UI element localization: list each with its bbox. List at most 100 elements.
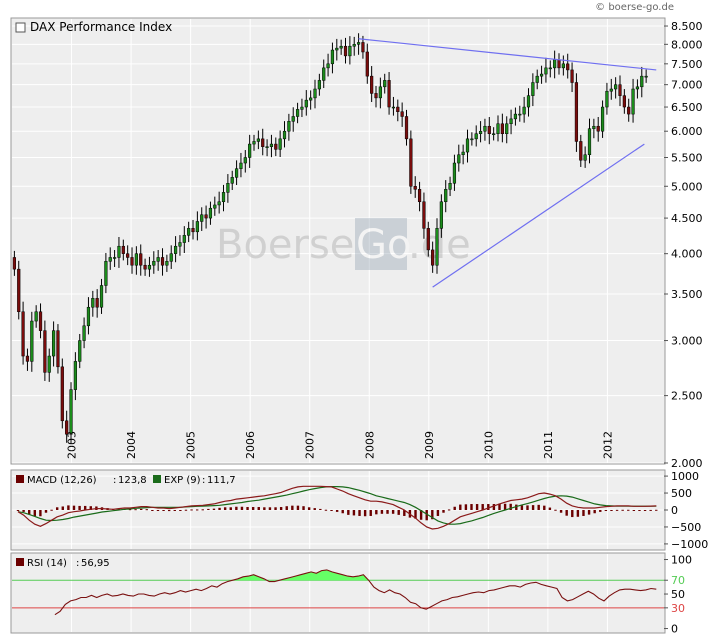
candle-body [326, 63, 330, 69]
candle [509, 109, 513, 135]
macd-hist-bar [391, 510, 395, 514]
macd-hist-bar [223, 507, 227, 510]
candle-body [478, 130, 483, 134]
rsi-colon: : [76, 558, 79, 569]
candle [531, 73, 535, 107]
x-tick-label: 2007 [304, 431, 317, 459]
candle-body [640, 75, 644, 88]
candle-body [221, 192, 226, 203]
candle [169, 245, 173, 269]
candle [156, 250, 160, 271]
macd-y-tick-label: −1000 [671, 538, 708, 551]
candle-body [335, 47, 339, 51]
candle [614, 77, 618, 99]
candle-body [492, 133, 496, 135]
macd-hist-bar [201, 509, 204, 511]
macd-hist-bar [498, 503, 501, 510]
macd-hist-bar [470, 504, 473, 510]
legend-swatch-dax [15, 22, 26, 33]
candle [86, 297, 91, 335]
candle-body [313, 88, 317, 99]
watermark-left: Boerse [216, 222, 354, 268]
candle [574, 73, 579, 152]
gridlines [12, 19, 664, 632]
macd-hist-bar [554, 509, 557, 511]
main-panel-frame [10, 17, 666, 465]
legend-swatch-rsi [16, 558, 24, 566]
macd-hist-bar [240, 506, 244, 510]
macd-hist-bar [649, 509, 652, 511]
macd-hist-bar [50, 509, 53, 511]
macd-hist-bar [128, 509, 132, 511]
candle-body [618, 84, 622, 96]
candle [104, 252, 108, 294]
candle [439, 194, 443, 238]
macd-hist-bar [425, 510, 428, 521]
y-tick-label: 5.500 [671, 151, 703, 164]
candle-body [635, 86, 640, 90]
candle-body [217, 201, 221, 206]
candle [265, 139, 269, 157]
candle-body [278, 138, 282, 150]
candle [217, 191, 221, 214]
candle [30, 311, 34, 372]
candle-body [165, 261, 169, 266]
candle-body [78, 340, 82, 362]
candle [383, 73, 387, 94]
candle [526, 88, 531, 117]
candle-body [300, 106, 304, 110]
candle [73, 352, 77, 401]
candle-body [322, 67, 326, 81]
candle-body [30, 320, 34, 362]
candle [126, 245, 130, 266]
candle [561, 55, 565, 76]
candle [208, 201, 213, 225]
macd-hist-bar [571, 510, 574, 518]
candle [200, 207, 204, 231]
candle [226, 174, 230, 203]
candle [417, 181, 422, 212]
candle-body [431, 249, 435, 266]
candle-body [73, 361, 77, 390]
macd-signal-line [17, 486, 657, 525]
candle-body [287, 121, 291, 132]
candle [587, 118, 592, 164]
watermark-box [355, 218, 407, 270]
x-tick-label: 2010 [482, 431, 495, 459]
macd-hist-bar [582, 510, 585, 516]
candle-body [600, 106, 605, 132]
candle-body [91, 298, 95, 308]
watermark: Boerse Go .de [216, 218, 471, 270]
candle [239, 152, 243, 178]
candle-body [261, 138, 265, 147]
candle [483, 118, 487, 141]
candle-body [82, 325, 86, 341]
macd-hist-bar [263, 507, 266, 510]
candle-body [38, 311, 43, 331]
macd-hist-bar [599, 510, 602, 512]
macd-series-name: MACD (12,26) [27, 475, 97, 486]
candle [282, 121, 287, 148]
macd-hist-bar [537, 504, 540, 510]
candle-body [614, 84, 618, 90]
candle [60, 358, 64, 429]
watermark-right: .de [408, 222, 471, 268]
macd-hist-bar [464, 504, 468, 510]
candle [82, 317, 86, 349]
candle-body [553, 59, 557, 69]
candle [304, 90, 308, 116]
candle-body [570, 69, 574, 83]
macd-hist-bar [481, 504, 484, 510]
candle-body [544, 67, 548, 75]
candle-body [609, 88, 613, 92]
candle-body [208, 207, 213, 219]
macd-hist-bar [475, 504, 479, 510]
x-tick-label: 2006 [244, 431, 257, 459]
macd-hist-bar [279, 507, 283, 510]
macd-hist-bar [235, 506, 238, 510]
candle [143, 258, 147, 276]
macd-hist-bar [268, 507, 272, 510]
candle [396, 99, 400, 122]
candle [300, 98, 304, 118]
macd-hist-bar [33, 510, 36, 517]
